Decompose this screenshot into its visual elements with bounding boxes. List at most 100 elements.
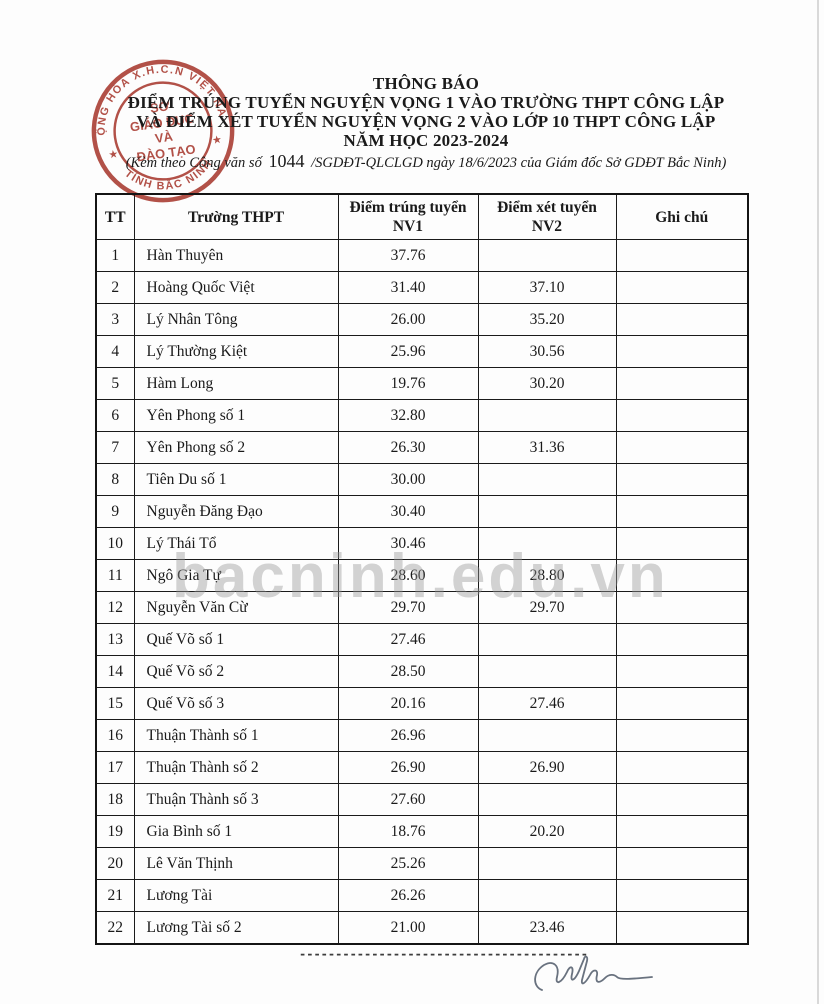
- header-row: TT Trường THPT Điểm trúng tuyển NV1 Điểm…: [95, 193, 749, 240]
- cell-nv2: 29.70: [477, 591, 617, 624]
- cell-note: [615, 719, 749, 752]
- cell-tt: 4: [95, 335, 135, 368]
- cell-note: [615, 687, 749, 720]
- cell-school: Lương Tài số 2: [133, 911, 339, 945]
- cell-nv1: 37.76: [337, 239, 479, 272]
- cell-tt: 15: [95, 687, 135, 720]
- cell-nv2: [477, 783, 617, 816]
- cell-nv2: [477, 495, 617, 528]
- table-row: 13 Quế Võ số 1 27.46: [95, 623, 749, 656]
- subtitle-suffix: /SGDĐT-QLCLGD ngày 18/6/2023 của Giám đố…: [311, 155, 727, 171]
- cell-nv1: 21.00: [337, 911, 479, 945]
- table-row: 15 Quế Võ số 3 20.16 27.46: [95, 687, 749, 720]
- cell-school: Ngô Gia Tự: [133, 559, 339, 592]
- document-header: THÔNG BÁO ĐIỂM TRÚNG TUYỂN NGUYỆN VỌNG 1…: [90, 74, 762, 173]
- score-table-body: 1 Hàn Thuyên 37.76 2 Hoàng Quốc Việt 31.40 37.…: [95, 239, 749, 945]
- subtitle-prefix: (Kèm theo Công văn số: [125, 155, 262, 171]
- table-row: 16 Thuận Thành số 1 26.96: [95, 719, 749, 752]
- cell-school: Lương Tài: [133, 879, 339, 912]
- cell-tt: 8: [95, 463, 135, 496]
- cell-tt: 20: [95, 847, 135, 880]
- score-table: TT Trường THPT Điểm trúng tuyển NV1 Điểm…: [95, 193, 749, 945]
- cell-tt: 17: [95, 751, 135, 784]
- stamp-star-right-icon: ★: [211, 134, 223, 147]
- document-number: 1044: [268, 151, 305, 171]
- cell-school: Nguyễn Văn Cừ: [133, 591, 339, 624]
- cell-nv1: 32.80: [337, 399, 479, 432]
- cell-nv2: 26.90: [477, 751, 617, 784]
- table-row: 10 Lý Thái Tổ 30.46: [95, 527, 749, 560]
- cell-tt: 7: [95, 431, 135, 464]
- stamp-inner-ring: [113, 81, 213, 181]
- scan-edge-line: [817, 0, 819, 1004]
- cell-school: Gia Bình số 1: [133, 815, 339, 848]
- cell-note: [615, 431, 749, 464]
- cell-school: Thuận Thành số 3: [133, 783, 339, 816]
- cell-note: [615, 911, 749, 945]
- cell-note: [615, 271, 749, 304]
- cell-nv2: 28.80: [477, 559, 617, 592]
- stamp-center-line3: VÀ: [154, 129, 174, 146]
- table-row: 1 Hàn Thuyên 37.76: [95, 239, 749, 272]
- table-row: 3 Lý Nhân Tông 26.00 35.20: [95, 303, 749, 336]
- cell-school: Quế Võ số 3: [133, 687, 339, 720]
- cell-nv1: 30.46: [337, 527, 479, 560]
- cell-note: [615, 303, 749, 336]
- column-header-nv1: Điểm trúng tuyển NV1: [337, 193, 479, 240]
- table-row: 14 Quế Võ số 2 28.50: [95, 655, 749, 688]
- column-header-tt: TT: [95, 193, 135, 240]
- document-title-line2: ĐIỂM TRÚNG TUYỂN NGUYỆN VỌNG 1 VÀO TRƯỜN…: [127, 93, 725, 112]
- cell-tt: 16: [95, 719, 135, 752]
- cell-tt: 9: [95, 495, 135, 528]
- cell-note: [615, 239, 749, 272]
- document-title-line4: NĂM HỌC 2023-2024: [343, 131, 509, 150]
- footer-divider-dashes: ----------------------------------------: [299, 947, 588, 961]
- cell-nv1: 29.70: [337, 591, 479, 624]
- cell-note: [615, 335, 749, 368]
- cell-school: Tiên Du số 1: [133, 463, 339, 496]
- cell-nv1: 27.60: [337, 783, 479, 816]
- stamp-center-line1: SỞ: [149, 98, 170, 116]
- signature-icon: [534, 955, 653, 991]
- cell-tt: 1: [95, 239, 135, 272]
- cell-tt: 21: [95, 879, 135, 912]
- cell-tt: 13: [95, 623, 135, 656]
- cell-note: [615, 847, 749, 880]
- cell-school: Lý Thường Kiệt: [133, 335, 339, 368]
- cell-nv2: 37.10: [477, 271, 617, 304]
- cell-note: [615, 751, 749, 784]
- table-row: 7 Yên Phong số 2 26.30 31.36: [95, 431, 749, 464]
- table-row: 2 Hoàng Quốc Việt 31.40 37.10: [95, 271, 749, 304]
- cell-nv1: 25.96: [337, 335, 479, 368]
- cell-note: [615, 655, 749, 688]
- cell-note: [615, 879, 749, 912]
- cell-nv2: [477, 655, 617, 688]
- cell-nv2: 31.36: [477, 431, 617, 464]
- cell-nv1: 26.96: [337, 719, 479, 752]
- cell-nv1: 30.40: [337, 495, 479, 528]
- table-row: 11 Ngô Gia Tự 28.60 28.80: [95, 559, 749, 592]
- cell-nv1: 27.46: [337, 623, 479, 656]
- cell-tt: 6: [95, 399, 135, 432]
- table-row: 6 Yên Phong số 1 32.80: [95, 399, 749, 432]
- table-row: 12 Nguyễn Văn Cừ 29.70 29.70: [95, 591, 749, 624]
- cell-nv2: 23.46: [477, 911, 617, 945]
- score-table-header: TT Trường THPT Điểm trúng tuyển NV1 Điểm…: [95, 193, 749, 240]
- cell-note: [615, 495, 749, 528]
- cell-school: Nguyễn Đăng Đạo: [133, 495, 339, 528]
- cell-nv2: [477, 527, 617, 560]
- cell-nv2: 30.20: [477, 367, 617, 400]
- table-row: 19 Gia Bình số 1 18.76 20.20: [95, 815, 749, 848]
- cell-nv2: 27.46: [477, 687, 617, 720]
- column-header-school: Trường THPT: [133, 193, 339, 240]
- cell-note: [615, 463, 749, 496]
- cell-tt: 14: [95, 655, 135, 688]
- cell-nv2: [477, 623, 617, 656]
- document-title: THÔNG BÁO: [372, 74, 480, 93]
- table-row: 20 Lê Văn Thịnh 25.26: [95, 847, 749, 880]
- table-row: 22 Lương Tài số 2 21.00 23.46: [95, 911, 749, 945]
- stamp-star-left-icon: ★: [108, 148, 120, 161]
- cell-nv1: 25.26: [337, 847, 479, 880]
- column-header-note: Ghi chú: [615, 193, 749, 240]
- table-row: 4 Lý Thường Kiệt 25.96 30.56: [95, 335, 749, 368]
